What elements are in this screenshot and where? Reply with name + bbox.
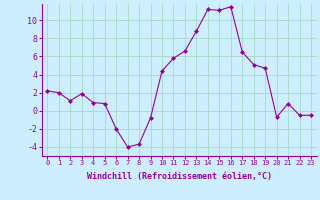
X-axis label: Windchill (Refroidissement éolien,°C): Windchill (Refroidissement éolien,°C) bbox=[87, 172, 272, 181]
